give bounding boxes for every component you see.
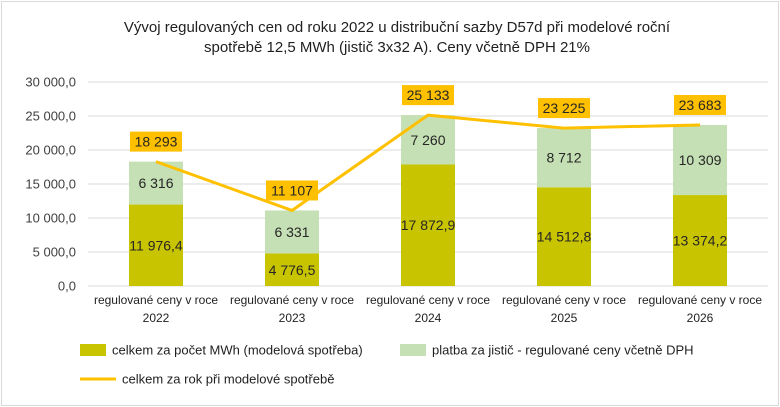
y-tick-label: 25 000,0 [25,109,76,124]
bar-segment [401,115,455,165]
total-label-box [130,131,182,152]
bar-segment-label: 6 316 [138,175,173,191]
total-line [155,113,701,212]
total-label: 25 133 [407,87,450,103]
bar-segment [401,164,455,286]
total-label: 11 107 [271,182,313,198]
bar-segment-label: 10 309 [679,152,722,168]
bar-segment [265,210,319,254]
bar-segment [537,128,591,188]
bar-segment-label: 14 512,8 [537,229,592,245]
bar-segment [673,124,727,196]
x-tick-label: regulované ceny v roce [94,293,218,307]
bar-segment-label: 17 872,9 [401,217,456,233]
chart-title-line-1: Vývoj regulovaných cen od roku 2022 u di… [124,19,671,36]
total-labels: 18 293 11 107 25 133 23 225 23 683 [130,85,726,201]
y-tick-label: 15 000,0 [25,177,76,192]
bar-segment-label: 8 712 [546,150,581,166]
legend-label: celkem za rok při modelové spotřebě [122,372,334,387]
bar-segment [129,204,183,286]
total-label: 23 225 [543,100,586,116]
bars [129,115,727,286]
y-tick-label: 30 000,0 [25,75,76,90]
x-tick-label: 2023 [279,311,306,325]
total-label-box [674,94,726,115]
bar-segment-label: 4 776,5 [269,262,316,278]
legend: celkem za počet MWh (modelová spotřeba) p… [80,343,694,387]
x-tick-label: regulované ceny v roce [230,293,354,307]
legend-label: celkem za počet MWh (modelová spotřeba) [112,343,363,358]
bar-segment-label: 11 976,4 [129,237,183,253]
total-label: 23 683 [679,97,722,113]
y-axis-tick-labels: 0,0 5 000,0 10 000,0 15 000,0 20 000,0 25 000… [25,75,76,294]
bar-segment-label: 13 374,2 [673,233,728,249]
x-tick-label: 2024 [415,311,442,325]
legend-swatch [80,344,106,356]
total-label-box [402,85,454,106]
bar-segment-labels: 11 976,4 6 316 4 776,5 6 331 17 872,9 7 260 14… [129,132,727,278]
legend-swatch [400,344,426,356]
x-tick-label: 2022 [143,311,170,325]
legend-label: platba za jistič - regulované ceny včetn… [432,343,694,358]
total-label-box [266,180,318,201]
x-axis-tick-labels: regulované ceny v roce 2022 regulované cen… [94,293,762,325]
total-label-box [538,98,590,119]
chart-title: Vývoj regulovaných cen od roku 2022 u di… [124,19,671,56]
x-tick-label: 2025 [551,311,578,325]
bar-segment-label: 6 331 [274,224,309,240]
y-tick-label: 10 000,0 [25,211,76,226]
y-tick-label: 0,0 [58,279,76,294]
total-line-path [155,113,701,212]
chart-title-line-2: spotřebě 12,5 MWh (jistič 3x32 A). Ceny … [204,39,590,56]
y-tick-label: 20 000,0 [25,143,76,158]
bar-segment-label: 7 260 [410,132,445,148]
x-tick-label: regulované ceny v roce [366,293,490,307]
total-label: 18 293 [135,134,178,150]
x-tick-label: regulované ceny v roce [502,293,626,307]
bar-segment [265,253,319,286]
y-tick-label: 5 000,0 [33,245,76,260]
x-tick-label: regulované ceny v roce [638,293,762,307]
x-tick-label: 2026 [687,311,714,325]
bar-segment [673,195,727,286]
bar-segment [537,187,591,286]
